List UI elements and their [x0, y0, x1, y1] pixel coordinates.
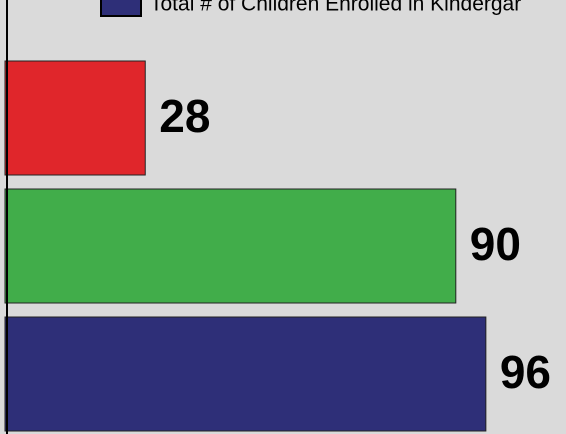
data-label: 96: [500, 346, 551, 398]
legend-swatch: [100, 0, 142, 17]
bar: [4, 60, 146, 176]
legend-label: Total # of Children Enrolled in Kinderga…: [150, 0, 521, 16]
bar: [4, 316, 487, 432]
bar: [4, 188, 457, 304]
data-label: 90: [470, 218, 521, 270]
data-label: 28: [159, 90, 210, 142]
